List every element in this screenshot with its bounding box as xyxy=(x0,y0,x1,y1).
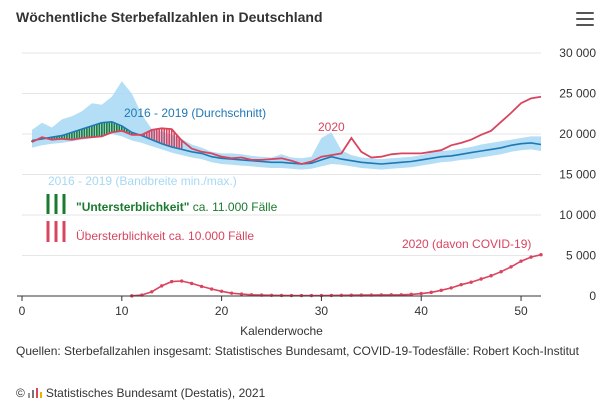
covid-point xyxy=(529,255,533,259)
covid-point xyxy=(409,292,413,297)
covid-point xyxy=(239,292,244,296)
x-tick-label: 50 xyxy=(514,304,528,318)
annotations: 2016 - 2019 (Durchschnitt) 2020 2016 - 201… xyxy=(46,106,531,251)
covid-point xyxy=(539,252,543,257)
source-note: Quellen: Sterbefallzahlen insgesamt: Sta… xyxy=(16,344,579,358)
x-tick-label: 30 xyxy=(315,304,329,318)
destatis-logo-icon xyxy=(27,388,42,398)
y-tick-label: 30 000 xyxy=(559,46,596,60)
covid-point xyxy=(199,284,204,289)
undermortality-legend-label: "Untersterblichkeit" ca. 11.000 Fälle xyxy=(76,200,278,214)
hamburger-menu-icon[interactable] xyxy=(576,12,594,28)
series-2020-line xyxy=(31,95,542,165)
average-label: 2016 - 2019 (Durchschnitt) xyxy=(124,106,266,120)
undermortality-legend-bold: "Untersterblichkeit" xyxy=(76,200,189,214)
covid-point xyxy=(160,284,164,288)
covid-point xyxy=(479,277,483,281)
covid-point xyxy=(229,291,234,295)
covid-point xyxy=(279,293,284,298)
series-average-line xyxy=(31,120,542,165)
series-covid-line xyxy=(131,253,542,297)
covid-point xyxy=(189,281,194,286)
covid-point xyxy=(449,286,453,290)
covid-point xyxy=(219,289,224,294)
covid-point xyxy=(439,288,443,293)
mortality-chart: 0 5 000 10 000 15 000 20 000 25 000 30 000 0 10 2… xyxy=(17,46,596,338)
covid-point xyxy=(509,265,513,269)
y-tick-label: 5 000 xyxy=(566,249,596,263)
range-band xyxy=(32,81,541,170)
covid-point xyxy=(179,279,184,283)
covid-point xyxy=(519,259,523,263)
axes: 0 5 000 10 000 15 000 20 000 25 000 30 000 0 10 2… xyxy=(17,46,596,338)
x-axis-label: Kalenderwoche xyxy=(240,324,323,338)
x-tick-label: 10 xyxy=(115,304,129,318)
year-2020-label: 2020 xyxy=(318,120,345,134)
covid-point xyxy=(429,290,433,295)
x-tick-label: 40 xyxy=(415,304,429,318)
range-band-layer xyxy=(32,81,541,170)
x-tick-label: 20 xyxy=(215,304,229,318)
covid-label: 2020 (davon COVID-19) xyxy=(402,237,531,251)
y-tick-label: 20 000 xyxy=(559,127,596,141)
y-tick-label: 0 xyxy=(589,289,596,303)
overmortality-legend-label: Übersterblichkeit ca. 10.000 Fälle xyxy=(76,229,254,243)
covid-point xyxy=(469,280,473,284)
y-tick-label: 10 000 xyxy=(559,208,596,222)
band-label: 2016 - 2019 (Bandbreite min./max.) xyxy=(48,174,237,188)
footer: © Statistisches Bundesamt (Destatis), 20… xyxy=(16,386,265,400)
series-lines xyxy=(31,95,543,298)
covid-point xyxy=(459,282,463,287)
covid-point xyxy=(329,293,334,298)
y-tick-label: 25 000 xyxy=(559,87,596,101)
covid-point xyxy=(209,287,214,291)
covid-point xyxy=(499,270,503,274)
covid-point xyxy=(489,274,493,278)
chart-title: Wöchentliche Sterbefallzahlen in Deutsch… xyxy=(16,9,323,25)
footer-text: Statistisches Bundesamt (Destatis), 2021 xyxy=(45,386,266,400)
copyright-symbol: © xyxy=(16,386,25,400)
x-tick-label: 0 xyxy=(19,304,26,318)
undermortality-legend-rest: ca. 11.000 Fälle xyxy=(189,200,277,214)
y-tick-label: 15 000 xyxy=(559,168,596,182)
covid-point xyxy=(419,291,423,296)
covid-point xyxy=(150,290,154,294)
covid-point xyxy=(170,279,174,284)
grid-lines xyxy=(22,52,541,256)
